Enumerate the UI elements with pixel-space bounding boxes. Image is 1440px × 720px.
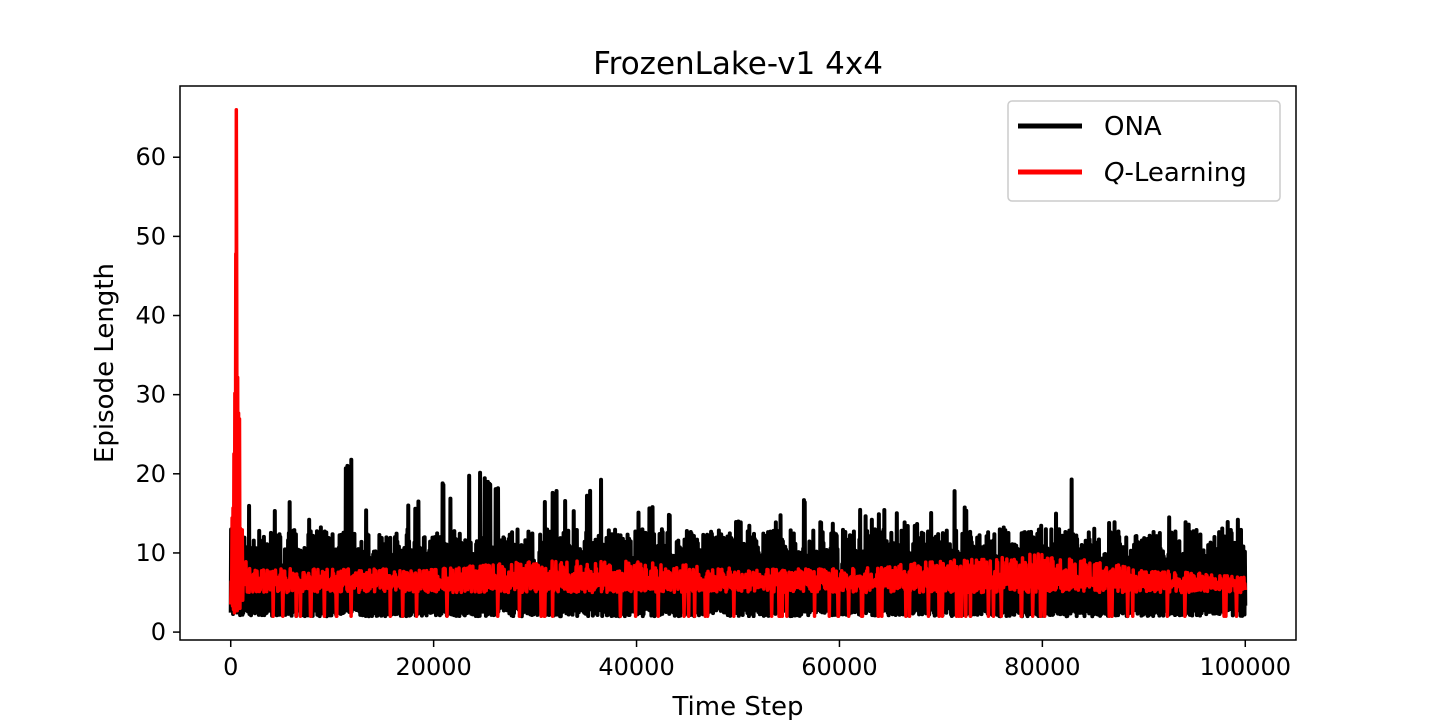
y-tick-label: 30 [135,381,166,409]
series-layer [228,107,1248,619]
legend-label-q-learning-suffix: -Learning [1124,158,1246,188]
legend-label-q-learning-prefix: Q [1104,158,1124,188]
x-tick-label: 0 [223,653,238,681]
x-tick-label: 100000 [1199,653,1291,681]
y-tick-label: 0 [151,618,166,646]
series-line-q-learning [228,107,1248,619]
y-tick-label: 10 [135,539,166,567]
y-axis: 0 10 20 30 40 50 60 [135,143,180,646]
x-axis-label: Time Step [671,692,803,720]
chart-title: FrozenLake-v1 4x4 [593,46,883,82]
y-tick-label: 60 [135,143,166,171]
x-tick-label: 20000 [395,653,471,681]
plot-area-frame [179,85,1297,641]
legend-label-ona: ONA [1104,112,1162,142]
y-axis-label: Episode Length [90,263,120,463]
y-tick-label: 40 [135,302,166,330]
x-tick-label: 60000 [801,653,877,681]
x-tick-label: 40000 [598,653,674,681]
legend: ONA Q-Learning [1007,100,1281,202]
x-tick-label: 80000 [1004,653,1080,681]
y-tick-label: 20 [135,460,166,488]
legend-label-q-learning: Q-Learning [1104,158,1247,188]
x-axis: 0 20000 40000 60000 80000 100000 [223,640,1291,681]
y-tick-label: 50 [135,222,166,250]
